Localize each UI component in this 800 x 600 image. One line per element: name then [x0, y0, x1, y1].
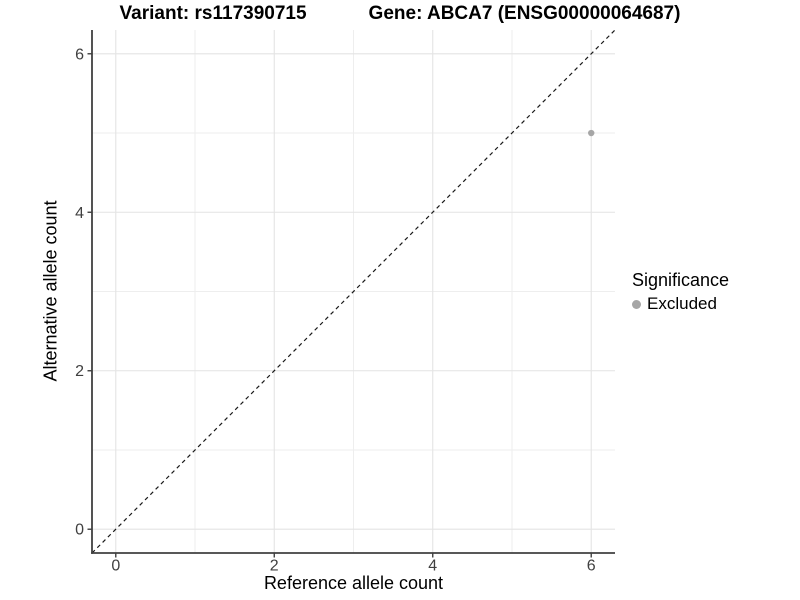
- x-axis-tick-label: 2: [270, 558, 279, 575]
- legend-title: Significance: [632, 270, 730, 290]
- x-axis-tick-label: 6: [587, 558, 596, 575]
- data-point: [588, 129, 595, 137]
- y-axis-tick-label: 0: [75, 522, 84, 539]
- plot-title: Variant: rs117390715 Gene: ABCA7 (ENSG00…: [0, 3, 800, 25]
- plot-title-variant: Variant: rs117390715: [119, 3, 307, 24]
- x-axis-title: Reference allele count: [263, 573, 444, 593]
- legend-entry-excluded: Excluded: [632, 294, 729, 314]
- y-axis-title: Alternative allele count: [40, 200, 61, 382]
- y-axis-tick-label: 2: [75, 363, 84, 380]
- legend: Significance Excluded: [632, 270, 729, 314]
- x-axis-tick-label: 4: [428, 558, 437, 575]
- legend-entry-label: Excluded: [647, 294, 717, 313]
- plot-title-gene: Gene: ABCA7 (ENSG00000064687): [368, 3, 681, 24]
- y-axis-tick-label: 4: [75, 205, 84, 222]
- y-axis-tick-label: 6: [75, 46, 84, 63]
- x-axis-tick-label: 0: [111, 558, 120, 575]
- legend-marker-circle-icon: [632, 299, 641, 309]
- identity-dashed-line: [91, 29, 616, 554]
